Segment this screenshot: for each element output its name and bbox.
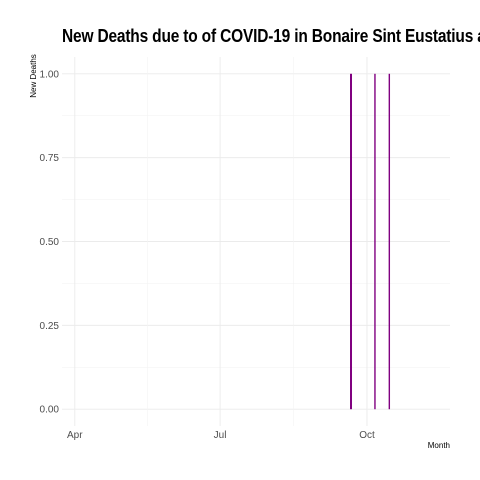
y-tick-label: 0.25 [40,321,60,332]
y-tick-label: 0.50 [40,237,60,248]
x-tick-label: Jul [214,430,227,441]
y-tick-label: 0.75 [40,153,60,164]
bar [374,73,376,410]
x-tick-label: Oct [359,430,375,441]
bar [350,73,353,410]
y-tick-label: 0.00 [40,405,60,416]
grid-layer [62,57,450,426]
bar-layer [350,73,391,410]
y-tick-label: 1.00 [40,69,60,80]
x-axis-title: Month [428,441,450,450]
y-axis-title: New Deaths [29,54,38,98]
y-tick-labels: 0.00 0.25 0.50 0.75 1.00 [40,69,60,415]
chart-title: New Deaths due to of COVID-19 in Bonaire… [62,26,480,46]
bar [388,73,391,410]
x-tick-label: Apr [67,430,83,441]
x-tick-labels: Apr Jul Oct [67,430,375,441]
